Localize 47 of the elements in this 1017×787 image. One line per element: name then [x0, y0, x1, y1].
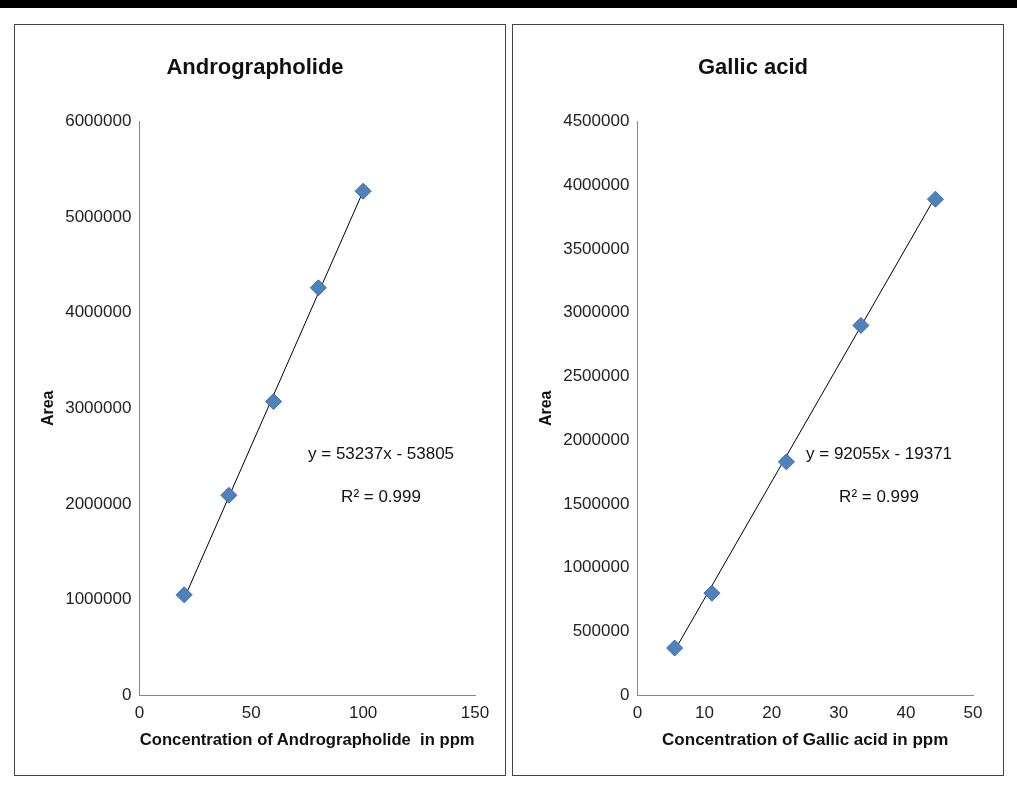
y-tick-label: 1000000 [65, 589, 132, 609]
annotation: y = 53237x - 53805 [308, 443, 455, 463]
y-tick-label: 4500000 [563, 111, 630, 131]
y-tick-label: 3000000 [65, 397, 132, 417]
y-tick-label: 3500000 [563, 238, 630, 258]
point [777, 453, 795, 471]
point [926, 190, 944, 208]
y-tick-label: 4000000 [563, 174, 630, 194]
point [666, 639, 684, 657]
y-axis-title: Area [537, 390, 555, 427]
x-axis-title: Concentration of Andrographolide in ppm [139, 730, 475, 750]
y-tick-label: 6000000 [65, 111, 132, 131]
x-tick-label: 0 [134, 703, 145, 723]
x-tick-label: 0 [632, 703, 643, 723]
y-tick-label: 3000000 [563, 302, 630, 322]
annotation: R² = 0.999 [341, 486, 421, 506]
point [265, 393, 283, 411]
chart-title: Andrographolide [166, 54, 344, 80]
x-tick-label: 20 [762, 703, 782, 723]
x-tick-label: 10 [695, 703, 714, 723]
point [309, 279, 327, 297]
y-axis-title: Area [39, 390, 57, 427]
annotation: R² = 0.999 [839, 486, 919, 506]
point [852, 316, 870, 334]
y-tick-label: 0 [121, 684, 132, 704]
point [354, 182, 372, 200]
point [220, 486, 238, 504]
x-tick-label: 150 [460, 703, 490, 723]
y-tick-label: 500000 [572, 621, 630, 641]
y-tick-label: 4000000 [65, 302, 132, 322]
annotation: y = 92055x - 19371 [806, 443, 953, 463]
x-axis-title: Concentration of Gallic acid in ppm [662, 730, 949, 750]
y-tick-label: 2500000 [563, 366, 630, 386]
y-tick-label: 1500000 [563, 493, 630, 513]
x-tick-label: 50 [963, 703, 983, 723]
point [703, 584, 721, 602]
y-tick-label: 5000000 [65, 206, 132, 226]
chart-title: Gallic acid [697, 54, 809, 80]
x-tick-label: 100 [348, 703, 378, 723]
y-tick-label: 0 [619, 684, 630, 704]
x-tick-label: 40 [896, 703, 916, 723]
x-tick-label: 50 [241, 703, 261, 723]
y-tick-label: 2000000 [563, 429, 630, 449]
x-tick-label: 30 [829, 703, 849, 723]
point [175, 586, 193, 604]
y-tick-label: 2000000 [65, 493, 132, 513]
y-tick-label: 1000000 [563, 557, 630, 577]
